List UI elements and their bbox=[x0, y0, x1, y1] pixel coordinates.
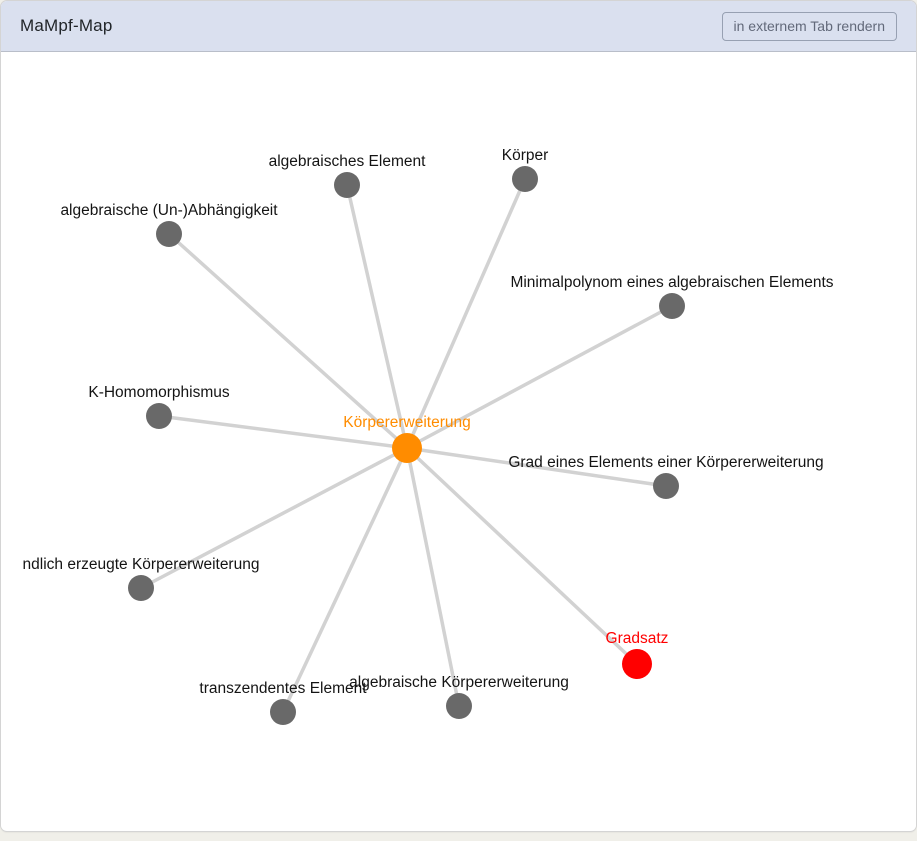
graph-edge-koerpererweiterung--endlich-erzeugte-koerpererweiterung bbox=[140, 446, 408, 590]
graph-node-algebraisches-element[interactable] bbox=[334, 172, 360, 198]
graph-node-label-koerper[interactable]: Körper bbox=[502, 147, 549, 164]
graph-edge-koerpererweiterung--grad-eines-elements-einer-koerpererweiterung bbox=[406, 446, 667, 488]
graph-node-label-endlich-erzeugte-koerpererweiterung[interactable]: ndlich erzeugte Körpererweiterung bbox=[23, 556, 260, 573]
map-canvas-container: Körpererweiterung algebraisches Element Kö… bbox=[1, 52, 916, 830]
graph-node-label-algebraische-koerpererweiterung[interactable]: algebraische Körpererweiterung bbox=[349, 674, 569, 691]
graph-node-transzendentes-element[interactable] bbox=[270, 699, 296, 725]
graph-node-k-homomorphismus[interactable] bbox=[146, 403, 172, 429]
graph-node-label-algebraische-un-abhaengigkeit[interactable]: algebraische (Un-)Abhängigkeit bbox=[60, 202, 278, 219]
concept-map-canvas[interactable]: Körpererweiterung algebraisches Element Kö… bbox=[1, 52, 916, 830]
graph-node-koerper[interactable] bbox=[512, 166, 538, 192]
graph-node-label-minimalpolynom-eines-algebraischen-elements[interactable]: Minimalpolynom eines algebraischen Eleme… bbox=[510, 274, 833, 291]
graph-node-gradsatz[interactable] bbox=[622, 649, 652, 679]
graph-edge-koerpererweiterung--gradsatz bbox=[405, 446, 639, 666]
graph-edge-koerpererweiterung--transzendentes-element bbox=[281, 447, 409, 713]
graph-edge-koerpererweiterung--koerper bbox=[405, 178, 527, 449]
graph-node-endlich-erzeugte-koerpererweiterung[interactable] bbox=[128, 575, 154, 601]
graph-edge-koerpererweiterung--algebraische-koerpererweiterung bbox=[405, 447, 461, 707]
graph-node-algebraische-koerpererweiterung[interactable] bbox=[446, 693, 472, 719]
page-title: MaMpf-Map bbox=[20, 16, 113, 35]
graph-node-label-grad-eines-elements-einer-koerpererweiterung[interactable]: Grad eines Elements einer Körpererweiter… bbox=[508, 454, 823, 471]
graph-node-label-k-homomorphismus[interactable]: K-Homomorphismus bbox=[88, 384, 230, 401]
graph-node-label-algebraisches-element[interactable]: algebraisches Element bbox=[269, 153, 427, 170]
graph-node-minimalpolynom-eines-algebraischen-elements[interactable] bbox=[659, 293, 685, 319]
graph-node-label-koerpererweiterung[interactable]: Körpererweiterung bbox=[343, 414, 471, 431]
graph-edge-koerpererweiterung--algebraische-un-abhaengigkeit bbox=[167, 232, 409, 450]
graph-node-label-gradsatz[interactable]: Gradsatz bbox=[606, 630, 669, 647]
graph-edge-koerpererweiterung--algebraisches-element bbox=[345, 184, 409, 449]
graph-node-algebraische-un-abhaengigkeit[interactable] bbox=[156, 221, 182, 247]
graph-node-koerpererweiterung[interactable] bbox=[392, 433, 422, 463]
graph-node-grad-eines-elements-einer-koerpererweiterung[interactable] bbox=[653, 473, 679, 499]
render-external-tab-button[interactable]: in externem Tab rendern bbox=[721, 11, 897, 41]
graph-node-label-transzendentes-element[interactable]: transzendentes Element bbox=[199, 680, 367, 697]
graph-edge-koerpererweiterung--minimalpolynom-eines-algebraischen-elements bbox=[406, 304, 673, 450]
card-header: MaMpf-Map in externem Tab rendern bbox=[1, 1, 916, 52]
graph-edge-koerpererweiterung--k-homomorphismus bbox=[158, 414, 408, 450]
